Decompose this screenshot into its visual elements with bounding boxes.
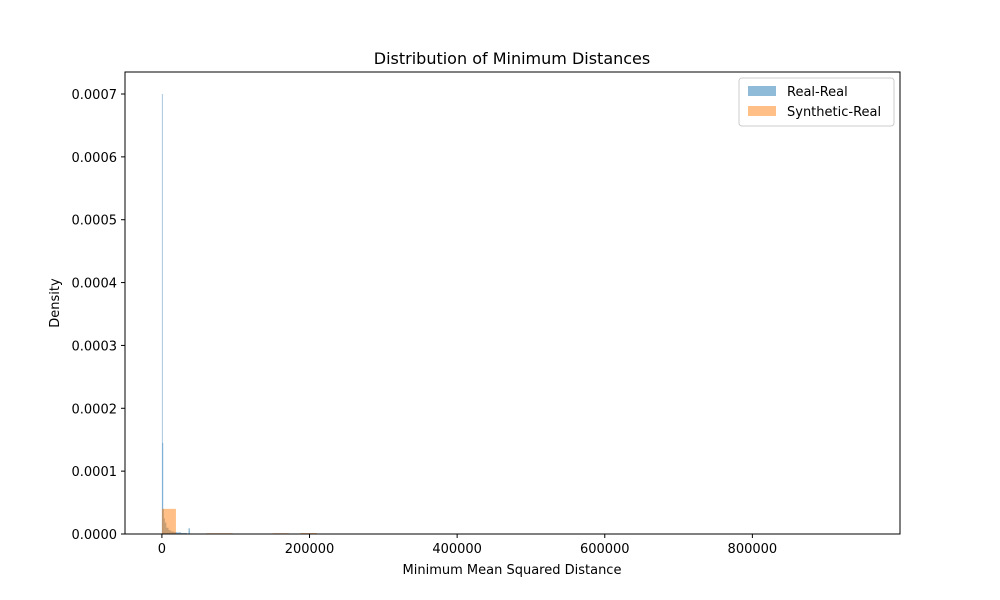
x-tick-label: 600000 — [580, 542, 630, 557]
x-tick-label: 0 — [158, 542, 166, 557]
y-axis-label: Density — [48, 278, 63, 328]
y-tick-label: 0.0000 — [72, 528, 118, 543]
x-tick-label: 200000 — [285, 542, 335, 557]
x-axis-label: Minimum Mean Squared Distance — [403, 563, 622, 578]
legend-label-real-real: Real-Real — [787, 85, 848, 100]
y-tick-label: 0.0007 — [72, 88, 118, 103]
chart-title: Distribution of Minimum Distances — [374, 49, 650, 68]
y-tick-label: 0.0004 — [72, 277, 118, 292]
legend-frame — [738, 77, 895, 127]
histogram-bar — [161, 94, 163, 534]
y-tick-label: 0.0006 — [72, 151, 118, 166]
legend: Real-Real Synthetic-Real — [738, 77, 895, 127]
y-tick-label: 0.0001 — [72, 465, 118, 480]
y-tick-label: 0.0003 — [72, 339, 118, 354]
y-tick-label: 0.0002 — [72, 402, 118, 417]
y-tick-label: 0.0005 — [72, 214, 118, 229]
x-tick-label: 800000 — [728, 542, 778, 557]
legend-swatch-synthetic-real — [748, 106, 776, 116]
histogram-bar — [161, 508, 176, 534]
legend-swatch-real-real — [748, 86, 776, 96]
x-tick-label: 400000 — [432, 542, 482, 557]
histogram-bar — [162, 442, 164, 534]
ticks-layer: 0 200000 400000 600000 800000 0.0000 0.0001 0.0… — [72, 88, 778, 557]
plot-frame — [124, 71, 901, 535]
histogram-bar — [176, 532, 182, 534]
histogram-bar — [188, 528, 190, 534]
legend-label-synthetic-real: Synthetic-Real — [787, 105, 881, 120]
